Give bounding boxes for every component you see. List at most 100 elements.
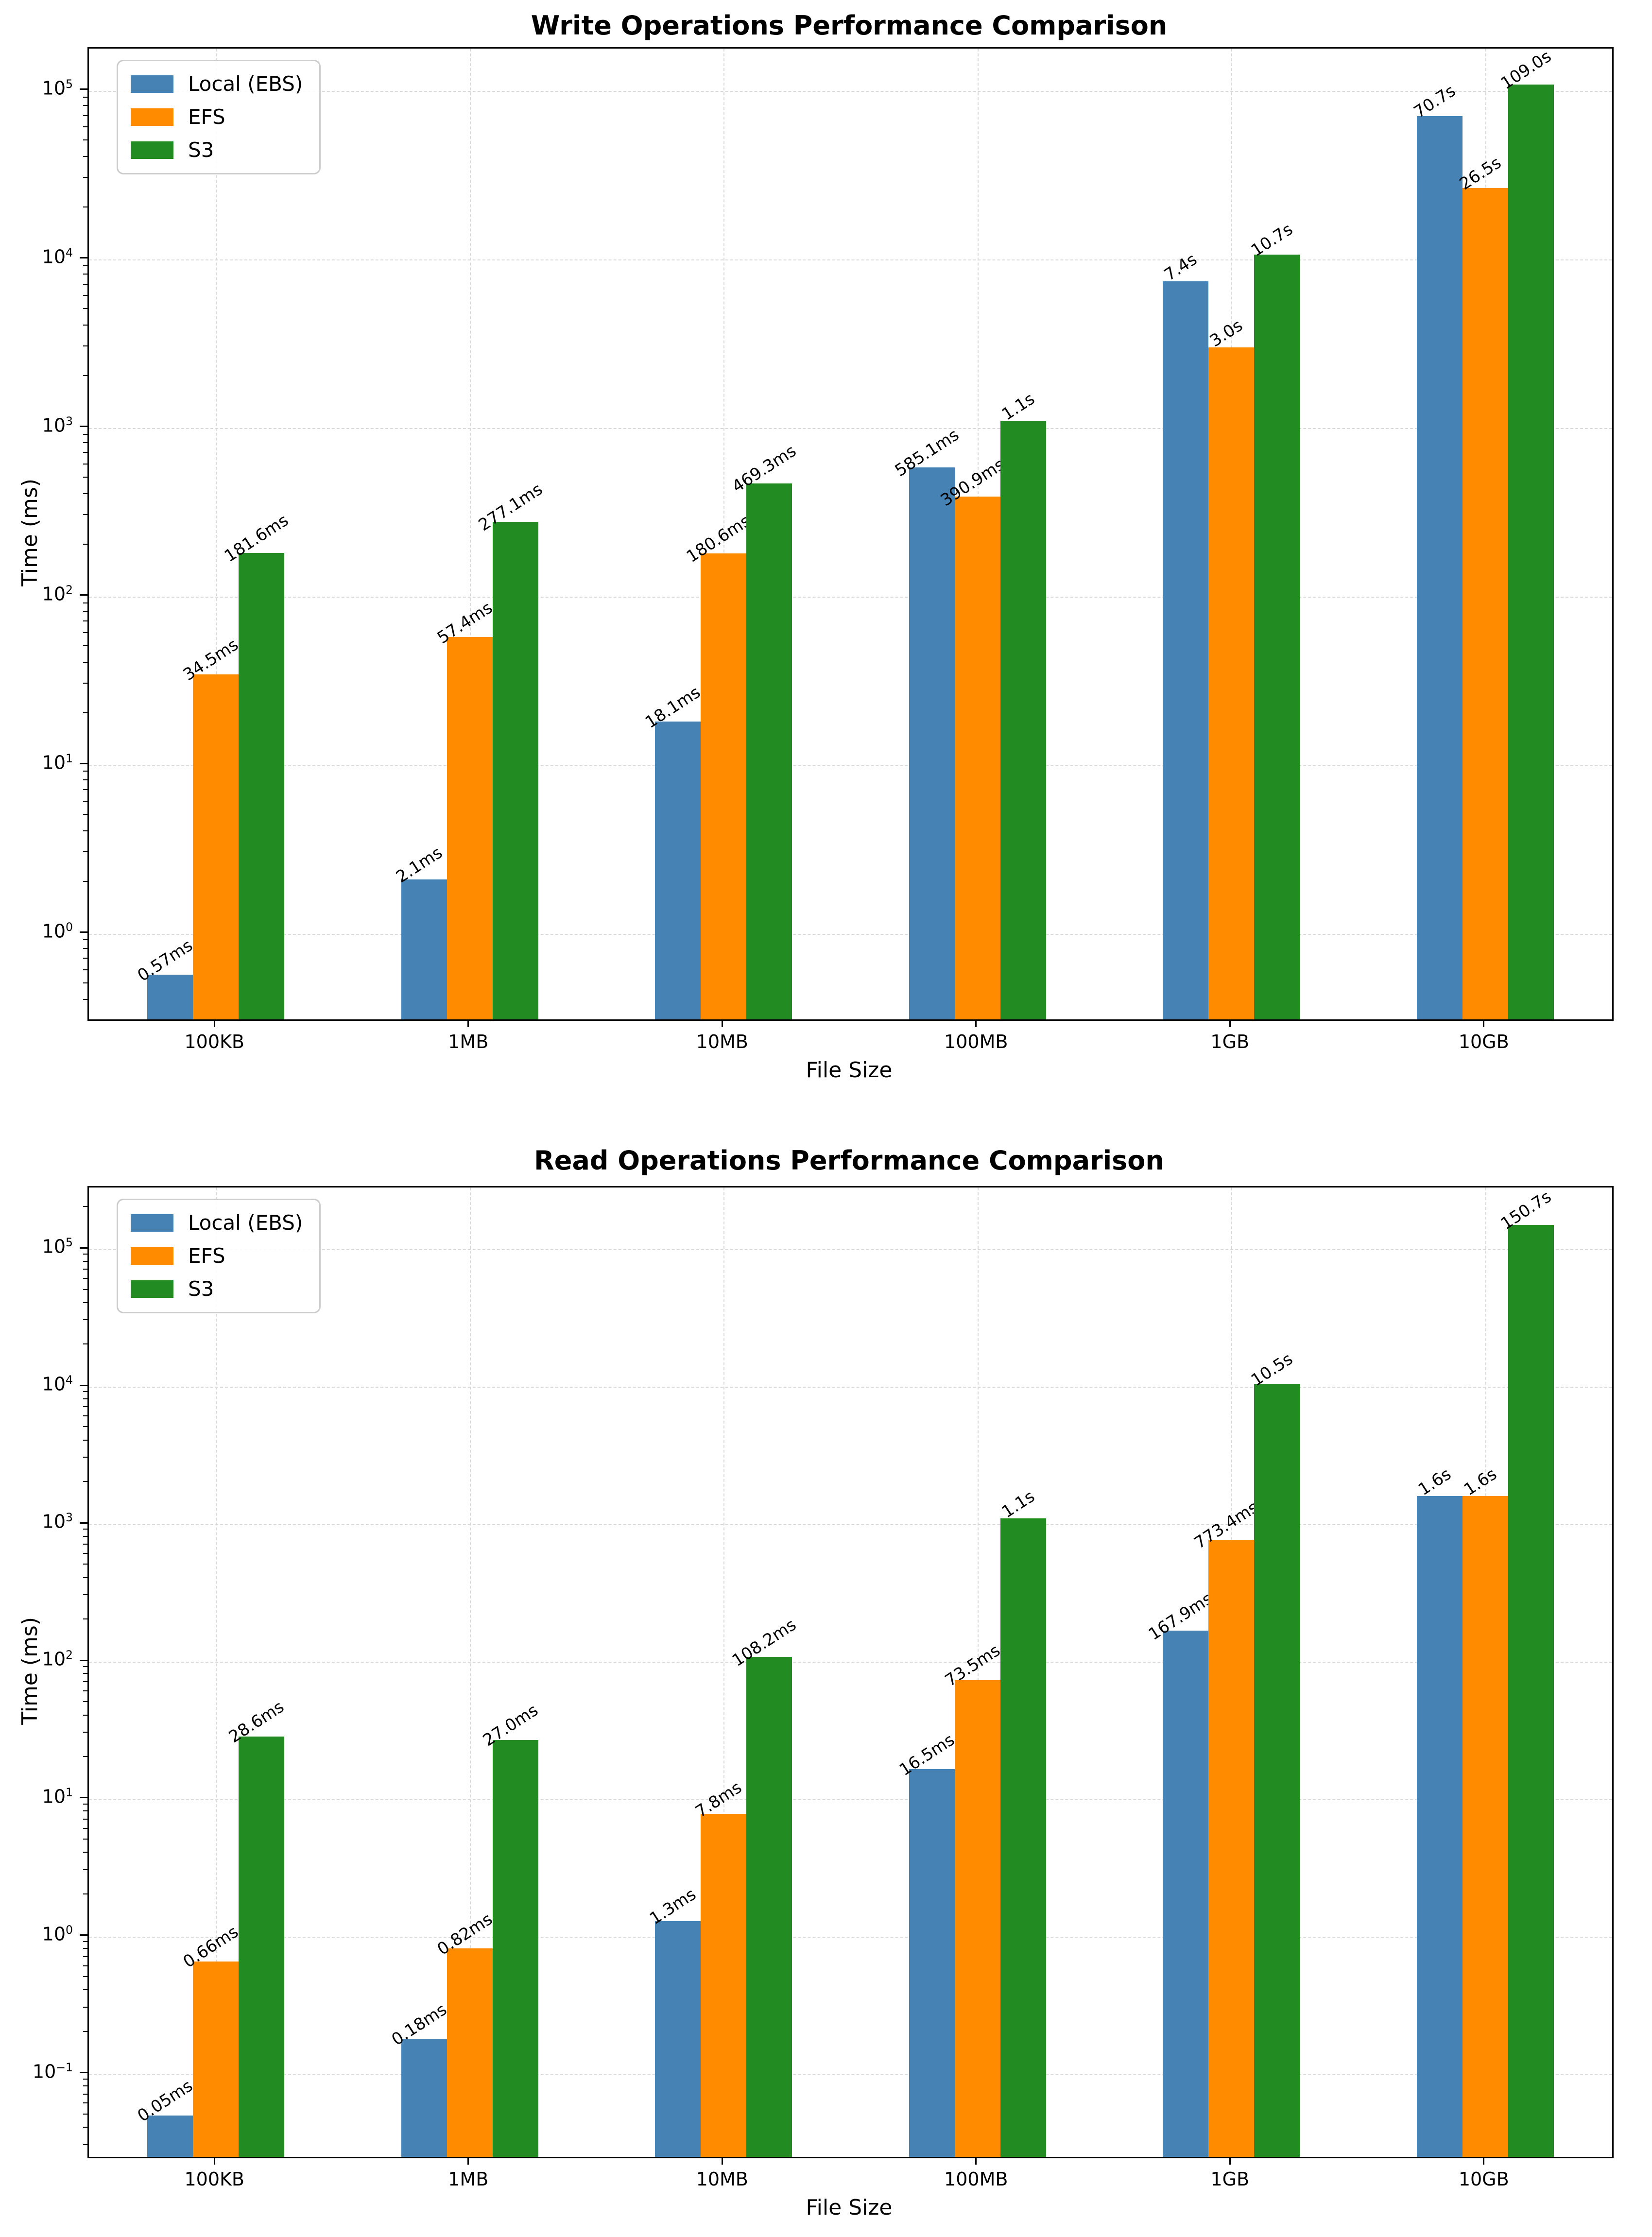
grid-v-line [216, 49, 217, 1019]
bar-s3-100kb [239, 552, 285, 1019]
y-minor-tick [83, 771, 87, 772]
bar-local-ebs-100kb [147, 2115, 193, 2157]
y-major-tick [80, 1522, 87, 1524]
y-minor-tick [83, 1976, 87, 1977]
grid-v-line [723, 49, 725, 1019]
y-minor-tick [83, 1543, 87, 1545]
bar-efs-1mb [447, 637, 493, 1019]
y-major-tick [80, 1659, 87, 1661]
x-tick [1483, 1019, 1485, 1027]
bar-efs-100kb [193, 674, 239, 1019]
y-major-tick [80, 931, 87, 933]
grid-h-line [89, 1524, 1612, 1526]
y-minor-tick [83, 948, 87, 949]
y-minor-tick [83, 814, 87, 815]
y-minor-tick [83, 779, 87, 781]
y-minor-tick [83, 1260, 87, 1262]
legend-label: S3 [188, 138, 214, 162]
x-tick-label: 100KB [184, 2168, 245, 2190]
y-minor-tick [83, 602, 87, 603]
y-major-tick [80, 1384, 87, 1386]
y-minor-tick [83, 712, 87, 714]
y-minor-tick [83, 115, 87, 116]
y-minor-tick [83, 1893, 87, 1894]
grid-h-line [89, 1662, 1612, 1663]
grid-v-line [216, 1187, 217, 2157]
x-tick-label: 10GB [1458, 2168, 1509, 2190]
y-minor-tick [83, 1535, 87, 1537]
bar-local-ebs-1mb [401, 2039, 447, 2157]
grid-v-line [977, 1187, 979, 2157]
y-tick-label: 101 [42, 751, 73, 774]
bar-value-label: 1.1s [998, 1486, 1038, 1522]
y-tick-label: 104 [42, 245, 73, 268]
x-axis-label: File Size [806, 2195, 893, 2220]
legend-item-s3: S3 [131, 140, 303, 160]
y-minor-tick [83, 632, 87, 633]
x-tick [975, 1019, 977, 1027]
bar-value-label: 3.0s [1206, 315, 1247, 351]
x-tick [1229, 1019, 1231, 1027]
y-major-tick [80, 1247, 87, 1249]
grid-h-line [89, 765, 1612, 766]
y-minor-tick [83, 1956, 87, 1957]
y-minor-tick [83, 1426, 87, 1428]
y-minor-tick [83, 433, 87, 435]
y-minor-tick [83, 1398, 87, 1399]
legend-label: S3 [188, 1277, 214, 1301]
bar-s3-10gb [1508, 1224, 1554, 2157]
grid-h-line [89, 1249, 1612, 1251]
y-minor-tick [83, 2085, 87, 2087]
plot-area: 0.57ms 34.5ms 181.6ms 2.1ms 57.4ms 277.1ms 18.… [87, 47, 1614, 1021]
y-minor-tick [83, 1594, 87, 1596]
y-minor-tick [83, 2006, 87, 2008]
y-minor-tick [83, 1731, 87, 1733]
bar-s3-100kb [239, 1736, 285, 2157]
x-tick [467, 1019, 469, 1027]
y-minor-tick [83, 324, 87, 326]
y-minor-tick [83, 661, 87, 663]
y-axis-label: Time (ms) [17, 479, 42, 586]
y-tick-label: 104 [42, 1373, 73, 1395]
bar-value-label: 7.4s [1161, 249, 1201, 285]
y-minor-tick [83, 1690, 87, 1691]
x-tick-label: 100MB [944, 1031, 1008, 1052]
y-minor-tick [83, 1289, 87, 1290]
legend-swatch-efs [131, 108, 173, 126]
chart-title: Write Operations Performance Comparison [531, 10, 1168, 41]
bar-s3-100mb [1000, 421, 1046, 1019]
y-minor-tick [83, 294, 87, 296]
y-minor-tick [83, 1803, 87, 1805]
legend-label: EFS [188, 1244, 225, 1268]
y-minor-tick [83, 283, 87, 285]
y-minor-tick [83, 126, 87, 127]
bar-efs-100kb [193, 1961, 239, 2157]
y-tick-label: 103 [42, 1511, 73, 1532]
bar-local-ebs-10mb [655, 1921, 701, 2157]
y-minor-tick [83, 493, 87, 494]
y-major-tick [80, 2072, 87, 2074]
legend-item-efs: EFS [131, 1246, 303, 1266]
bar-value-label: 1.6s [1414, 1464, 1455, 1500]
bar-value-label: 1.1s [998, 389, 1038, 425]
y-minor-tick [83, 998, 87, 1000]
bar-efs-10mb [701, 1814, 747, 2157]
y-minor-tick [83, 1391, 87, 1393]
y-tick-label: 105 [42, 77, 73, 99]
plot-area: 0.05ms 0.66ms 28.6ms 0.18ms 0.82ms 27.0ms 1.3m… [87, 1186, 1614, 2158]
y-minor-tick [83, 958, 87, 959]
y-major-tick [80, 594, 87, 596]
y-minor-tick [83, 274, 87, 275]
bar-local-ebs-100mb [909, 1769, 955, 2157]
y-minor-tick [83, 463, 87, 465]
y-tick-label: 100 [42, 1923, 73, 1945]
y-minor-tick [83, 345, 87, 347]
y-minor-tick [83, 1457, 87, 1458]
y-minor-tick [83, 1941, 87, 1942]
bar-local-ebs-1gb [1163, 281, 1209, 1019]
grid-h-line [89, 596, 1612, 598]
y-minor-tick [83, 1319, 87, 1321]
y-minor-tick [83, 1206, 87, 1207]
bar-local-ebs-10gb [1416, 116, 1463, 1019]
